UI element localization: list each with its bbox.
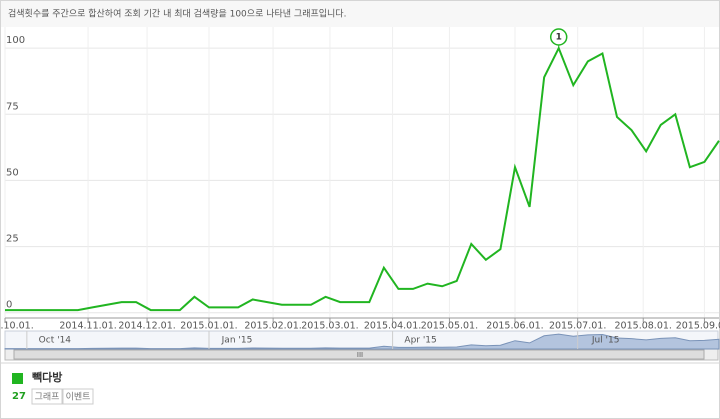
annotation-text: 1 <box>556 33 562 43</box>
x-tick-label: 2014.10.01. <box>0 321 34 332</box>
series-line <box>5 45 720 312</box>
navigator-label: Jan '15 <box>221 336 253 346</box>
legend-total: 27 <box>12 391 26 402</box>
legend-button-label: 이벤트 <box>66 392 91 403</box>
y-tick-label: 25 <box>6 234 19 245</box>
x-tick-label: 2015.05.01. <box>421 321 478 332</box>
x-tick-label: 2015.01.01. <box>180 321 237 332</box>
navigator-label: Apr '15 <box>404 336 436 346</box>
x-tick-label: 2015.08.01. <box>615 321 672 332</box>
scroll-grip: III <box>357 351 363 359</box>
x-tick-label: 2015.02.01. <box>244 321 301 332</box>
x-tick-label: 2014.12.01. <box>118 321 175 332</box>
x-tick-label: 2014.11.01. <box>59 321 116 332</box>
navigator-area <box>4 333 720 350</box>
header-bg <box>1 1 719 27</box>
navigator-label: Jul '15 <box>591 336 620 346</box>
x-tick-label: 2015.04.01. <box>364 321 421 332</box>
x-tick-label: 2015.09.01. <box>676 321 720 332</box>
legend-button[interactable] <box>62 388 94 405</box>
y-tick-label: 100 <box>6 35 25 46</box>
scroll-thumb[interactable] <box>13 349 705 360</box>
legend-label: 빽다방 <box>32 370 62 384</box>
legend-button[interactable] <box>31 388 63 405</box>
legend-swatch <box>12 373 23 384</box>
x-tick-label: 2015.07.01. <box>549 321 606 332</box>
legend-button-label: 그래프 <box>35 392 60 403</box>
navigator-label: Oct '14 <box>39 336 72 346</box>
annotation-marker[interactable] <box>549 28 568 46</box>
subtitle: 검색횟수를 주간으로 합산하여 조회 기간 내 최대 검색량을 100으로 나타… <box>8 8 346 20</box>
x-tick-label: 2015.03.01. <box>301 321 358 332</box>
y-tick-label: 75 <box>6 101 19 112</box>
y-tick-label: 0 <box>6 300 12 311</box>
y-tick-label: 50 <box>6 167 19 178</box>
x-tick-label: 2015.06.01. <box>486 321 543 332</box>
